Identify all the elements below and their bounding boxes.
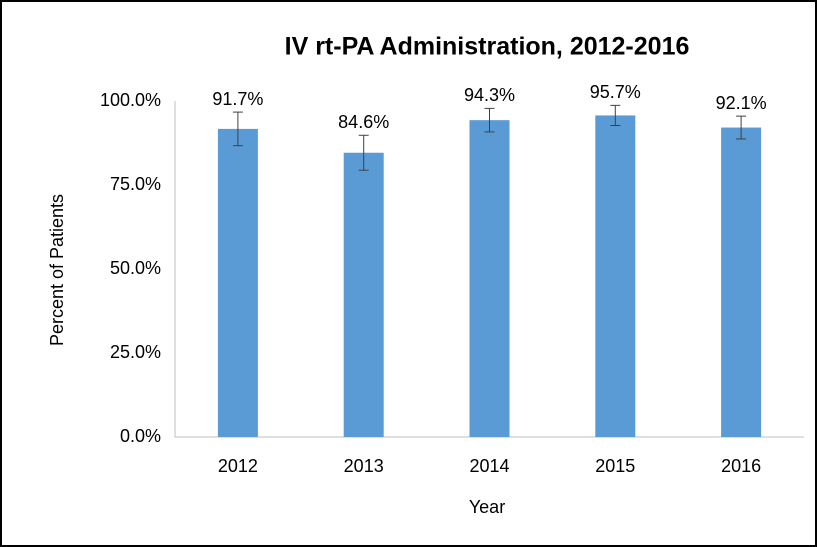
- error-bar: [232, 111, 243, 147]
- bar: [469, 120, 510, 437]
- data-label: 92.1%: [716, 93, 767, 113]
- data-label: 95.7%: [590, 82, 641, 102]
- y-tick-label: 0.0%: [120, 426, 161, 446]
- error-bar: [610, 104, 621, 127]
- x-tick-label: 2014: [469, 456, 509, 476]
- bar: [595, 115, 636, 437]
- error-bar: [358, 134, 369, 171]
- y-tick-label: 100.0%: [100, 90, 161, 110]
- data-label: 91.7%: [212, 89, 263, 109]
- x-tick-label: 2013: [344, 456, 384, 476]
- y-axis-label: Percent of Patients: [47, 194, 67, 346]
- bar: [721, 127, 762, 437]
- chart-title: IV rt-PA Administration, 2012-2016: [285, 33, 690, 61]
- error-bar: [484, 107, 495, 133]
- y-tick-label: 25.0%: [110, 342, 161, 362]
- x-tick-label: 2015: [595, 456, 635, 476]
- x-tick-label: 2016: [721, 456, 761, 476]
- bar: [343, 152, 384, 437]
- x-axis-label: Year: [469, 497, 505, 517]
- y-tick-label: 75.0%: [110, 174, 161, 194]
- bar: [217, 128, 258, 437]
- data-label: 94.3%: [464, 85, 515, 105]
- x-tick-label: 2012: [218, 456, 258, 476]
- error-bar: [736, 115, 747, 140]
- y-tick-label: 50.0%: [110, 258, 161, 278]
- data-label: 84.6%: [338, 112, 389, 132]
